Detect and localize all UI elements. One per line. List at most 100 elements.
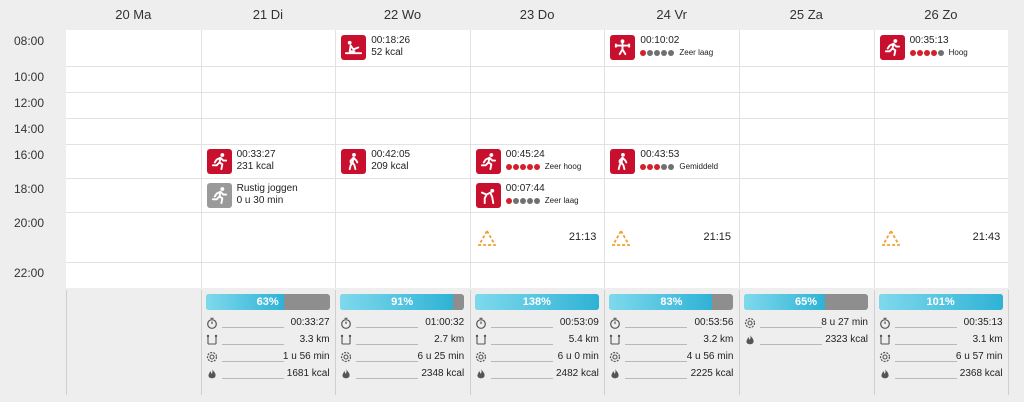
sleep-time: 21:43 — [972, 231, 1001, 243]
row-divider — [66, 66, 1008, 67]
stat-value: 2482 kcal — [555, 368, 599, 379]
intensity-label: Hoog — [948, 48, 968, 57]
activity-entry[interactable]: 00:18:26 52 kcal — [341, 35, 410, 63]
stat-underline — [221, 327, 284, 328]
activity-duration: Rustig joggen — [236, 183, 298, 194]
stopwatch-icon — [340, 317, 352, 329]
sleep-icon — [611, 229, 631, 246]
summary-divider — [335, 290, 337, 395]
walking-icon[interactable] — [610, 149, 636, 174]
stat-value: 2323 kcal — [825, 334, 868, 345]
activity-time-icon — [609, 351, 621, 363]
stat-value: 8 u 27 min — [821, 317, 868, 328]
day-header[interactable]: 26 Zo — [924, 7, 958, 22]
distance-icon — [879, 334, 891, 346]
sleep-time: 21:13 — [568, 231, 597, 243]
stat-underline — [894, 378, 957, 379]
activity-entry[interactable]: 00:45:24 Zeer hoog — [475, 149, 581, 177]
stopwatch-icon — [879, 317, 891, 329]
activity-duration: 00:45:24 — [505, 149, 545, 160]
stat-value: 00:53:56 — [694, 317, 734, 328]
time-label: 18:00 — [13, 182, 45, 196]
goal-percent: 91% — [391, 296, 414, 308]
strength-training-icon[interactable] — [610, 35, 636, 60]
day-header[interactable]: 24 Vr — [656, 7, 687, 22]
day-header[interactable]: 20 Ma — [115, 7, 152, 22]
activity-goal-bar[interactable]: 65% — [744, 294, 868, 310]
stat-underline — [221, 361, 284, 362]
activity-entry[interactable]: 00:43:53 Gemiddeld — [610, 149, 718, 177]
intensity-dot — [937, 50, 944, 56]
activity-detail: 0 u 30 min — [236, 195, 284, 206]
activity-goal-bar[interactable]: 91% — [340, 294, 465, 310]
day-header[interactable]: 22 Wo — [383, 7, 422, 22]
summary-stat: 6 u 25 min — [340, 350, 464, 366]
summary-stat: 8 u 27 min — [744, 316, 868, 332]
running-icon[interactable] — [206, 183, 232, 208]
stat-value: 1 u 56 min — [282, 351, 330, 362]
stretching-icon[interactable] — [475, 183, 501, 208]
day-header[interactable]: 21 Di — [252, 7, 284, 22]
row-divider — [66, 178, 1008, 179]
sleep-time: 21:15 — [703, 231, 731, 243]
intensity-dot — [526, 164, 533, 170]
activity-entry[interactable]: 00:33:27 231 kcal — [206, 149, 276, 177]
intensity-dot — [512, 198, 519, 204]
activity-detail: 231 kcal — [236, 161, 274, 172]
rowing-icon[interactable] — [341, 35, 367, 60]
summary-stat: 1681 kcal — [206, 367, 330, 383]
stat-underline — [221, 378, 284, 379]
intensity-dot — [668, 164, 675, 170]
activity-entry[interactable]: Rustig joggen 0 u 30 min — [206, 183, 298, 211]
running-icon[interactable] — [475, 149, 501, 174]
goal-percent: 65% — [794, 296, 818, 308]
activity-entry[interactable]: 00:42:05 209 kcal — [341, 149, 410, 177]
summary-stat: 2225 kcal — [609, 367, 733, 383]
summary-divider — [604, 290, 606, 395]
activity-goal-bar[interactable]: 101% — [878, 294, 1003, 310]
time-label: 22:00 — [13, 266, 45, 280]
day-header[interactable]: 23 Do — [519, 7, 555, 22]
activity-goal-bar[interactable]: 138% — [474, 294, 599, 310]
summary-stat: 3.2 km — [609, 333, 733, 349]
goal-progress-fill — [205, 294, 284, 310]
activity-entry[interactable]: 00:35:13 Hoog — [879, 35, 968, 63]
activity-entry[interactable]: 00:10:02 Zeer laag — [610, 35, 713, 63]
intensity-dot — [661, 164, 668, 170]
summary-stat: 6 u 0 min — [475, 350, 599, 366]
row-divider — [66, 118, 1008, 119]
day-header[interactable]: 25 Za — [789, 7, 823, 22]
stat-value: 00:53:09 — [559, 317, 599, 328]
activity-details: 00:10:02 Zeer laag — [640, 35, 713, 60]
intensity-rating: Zeer laag — [505, 195, 579, 207]
activity-entry[interactable]: 00:07:44 Zeer laag — [475, 183, 579, 211]
goal-progress-fill — [340, 294, 454, 310]
stat-underline — [356, 361, 419, 362]
sleep-entry[interactable]: 21:15 — [604, 228, 739, 248]
activity-goal-bar[interactable]: 63% — [205, 294, 330, 310]
goal-progress-fill — [474, 294, 599, 310]
running-icon[interactable] — [206, 149, 232, 174]
sleep-entry[interactable]: 21:13 — [470, 228, 605, 248]
distance-icon — [206, 334, 218, 346]
row-divider — [66, 92, 1008, 93]
stat-value: 2368 kcal — [959, 368, 1003, 379]
stat-underline — [625, 378, 688, 379]
intensity-dot — [512, 164, 519, 170]
stat-value: 4 u 56 min — [686, 351, 734, 362]
intensity-rating: Gemiddeld — [640, 161, 718, 173]
column-divider — [469, 30, 471, 288]
intensity-dot — [909, 50, 916, 56]
activity-goal-bar[interactable]: 83% — [609, 294, 734, 310]
running-icon[interactable] — [879, 35, 905, 60]
intensity-dot — [640, 164, 647, 170]
sleep-entry[interactable]: 21:43 — [874, 228, 1009, 248]
intensity-dot — [505, 164, 512, 170]
stat-underline — [894, 344, 957, 345]
walking-icon[interactable] — [341, 149, 367, 174]
intensity-rating: Hoog — [909, 47, 968, 59]
stat-underline — [356, 344, 419, 345]
flame-icon — [879, 368, 891, 380]
column-divider — [739, 30, 740, 288]
